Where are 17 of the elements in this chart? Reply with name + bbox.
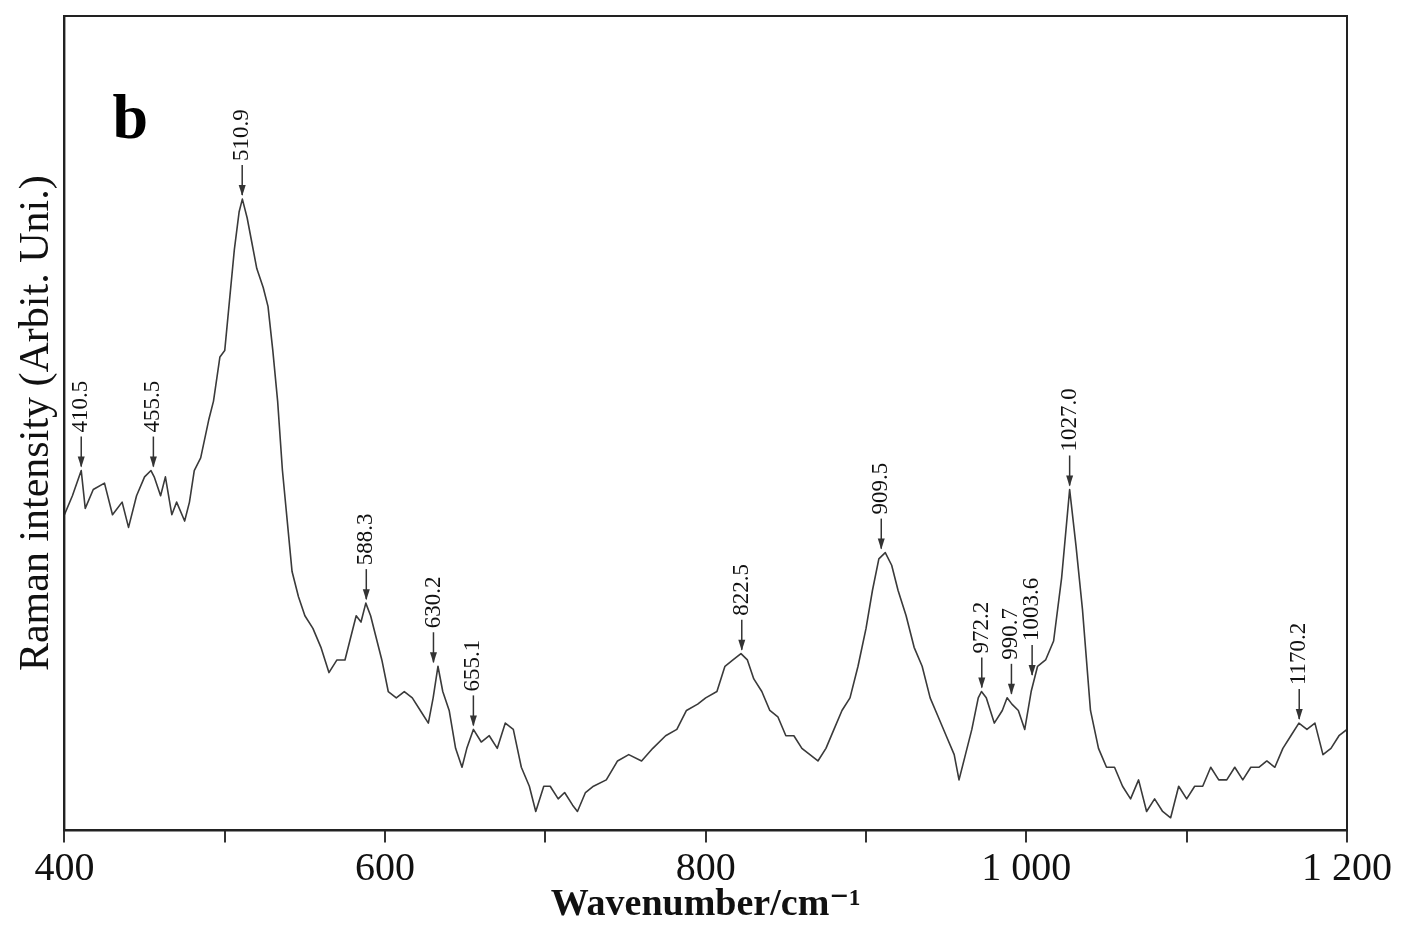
annotation: 655.1 (459, 639, 485, 692)
x-tick-label: 400 (34, 843, 95, 889)
y-axis-title: Raman intensity (Arbit. Uni.) (11, 175, 59, 672)
annotation: 1170.2 (1285, 622, 1311, 686)
annotation: 588.3 (352, 513, 378, 566)
annotation: 909.5 (867, 462, 893, 515)
x-tick-label: 1 000 (981, 843, 1072, 889)
x-tick-label: 600 (355, 843, 416, 889)
x-tick-label: 1 200 (1302, 843, 1392, 889)
annotation: 972.2 (967, 601, 993, 654)
annotation: 630.2 (419, 576, 445, 629)
text: b (112, 81, 148, 152)
annotation: 822.5 (727, 563, 753, 616)
annotation: 510.9 (228, 109, 254, 162)
annotation: 410.5 (67, 380, 93, 433)
annotation: 455.5 (139, 380, 165, 433)
annotation: 1027.0 (1055, 388, 1081, 452)
